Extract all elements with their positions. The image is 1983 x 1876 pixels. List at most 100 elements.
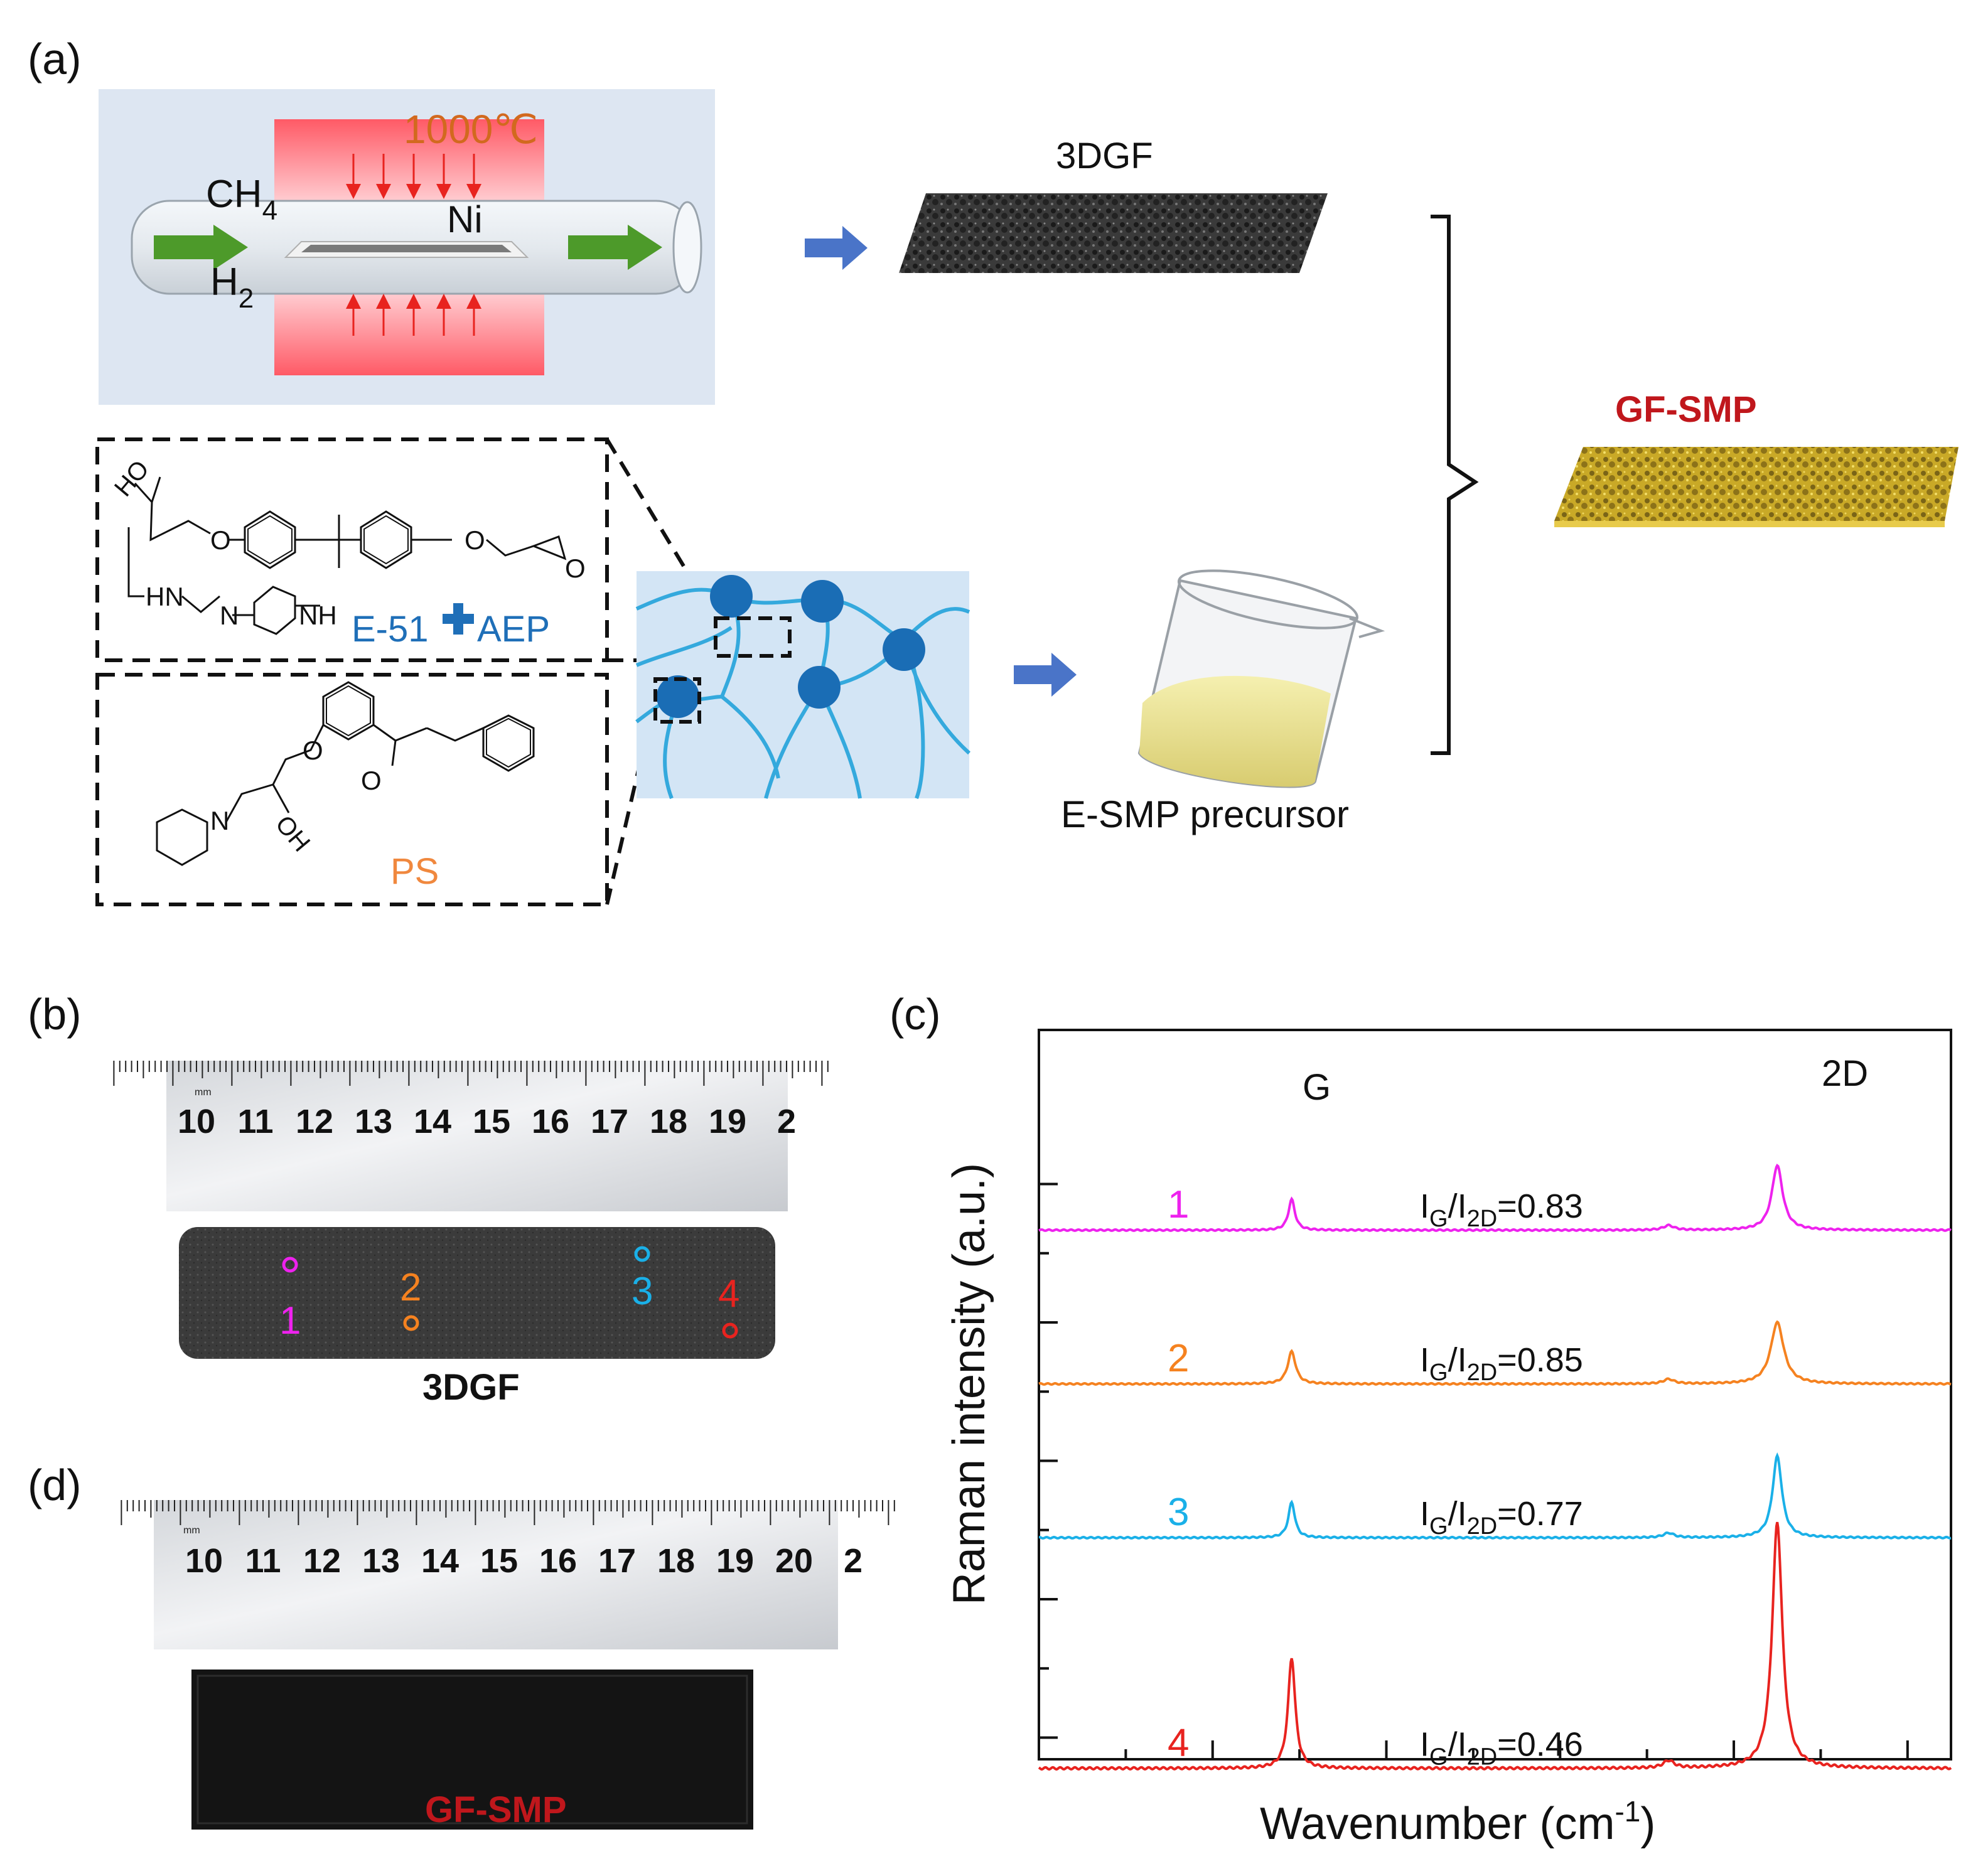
chart-frame	[1038, 1029, 1952, 1761]
2d-peak-label: 2D	[1822, 1053, 1868, 1094]
crosslink-node	[883, 628, 925, 671]
gf-smp-sample	[191, 1670, 753, 1830]
zoom-box-top	[714, 616, 792, 658]
ruler-number: 10	[178, 1103, 215, 1140]
o-label-epoxide: O	[565, 554, 586, 583]
chart-labels: 1 IG/I2D=0.83 2 IG/I2D=0.85 3 IG/I2D=0.77 4 IG/…	[1168, 1183, 1583, 1771]
3dgf-photo-caption: 3DGF	[422, 1367, 520, 1408]
3dgf-title: 3DGF	[1056, 136, 1153, 176]
combination-brace	[1431, 215, 1479, 755]
crosslink-node	[801, 580, 844, 623]
g-peak-label: G	[1303, 1067, 1331, 1108]
gf-smp-photo-caption: GF-SMP	[425, 1789, 567, 1830]
ruler-number: 2	[844, 1542, 863, 1580]
crosslink-node	[657, 675, 699, 718]
x-axis-label: Wavenumber (cm-1)	[1260, 1795, 1655, 1849]
ni-label: Ni	[447, 198, 483, 240]
spot-label-1: 1	[279, 1299, 301, 1343]
series-label-4: 4	[1168, 1722, 1189, 1765]
tube-end	[672, 201, 702, 294]
ruler-d-unit: mm	[183, 1525, 200, 1536]
monomer-structures: HO O O O HN N NH E-51 AEP O O N OH	[95, 437, 609, 906]
ruler-number: 12	[303, 1542, 341, 1580]
ruler-number: 20	[775, 1542, 813, 1580]
raman-series-3	[1038, 1452, 1952, 1540]
3dgf-foam-block	[899, 193, 1328, 273]
raman-chart: 1 IG/I2D=0.83 2 IG/I2D=0.85 3 IG/I2D=0.77 4 IG/…	[944, 1029, 1952, 1849]
o-label-1: O	[210, 525, 231, 555]
precursor-label: E-SMP precursor	[1061, 793, 1349, 835]
beaker-icon	[1137, 569, 1385, 788]
ruler-number: 2	[777, 1103, 796, 1140]
cvd-furnace-illustration: 1000℃ CH4 H2 Ni	[99, 89, 715, 405]
hn-label: HN	[146, 582, 184, 611]
series-label-3: 3	[1168, 1491, 1189, 1534]
spot-label-4: 4	[718, 1272, 739, 1316]
gf-smp-edge	[1554, 521, 1945, 527]
ch4-label: CH4	[206, 173, 277, 226]
ps-label: PS	[390, 851, 439, 892]
ruler-number: 16	[532, 1103, 569, 1140]
temperature-label: 1000℃	[404, 107, 538, 152]
gf-smp-title: GF-SMP	[1615, 389, 1757, 430]
ruler-number: 16	[539, 1542, 577, 1580]
o-label-ps-ketone: O	[361, 766, 382, 795]
3dgf-sample	[179, 1227, 775, 1359]
panel-label-d: (d)	[28, 1461, 82, 1509]
zoom-box-bottom	[653, 677, 701, 724]
ruler-number: 14	[414, 1103, 451, 1140]
ratio-label-3: IG/I2D=0.77	[1420, 1495, 1583, 1540]
h2-label: H2	[210, 260, 254, 314]
spot-marker-3	[634, 1246, 650, 1262]
chart-ticks	[1039, 1182, 1909, 1759]
raman-series-2	[1038, 1320, 1952, 1386]
ruler-number: 19	[716, 1542, 754, 1580]
e51-label: E-51	[352, 609, 429, 650]
panel-label-a: (a)	[28, 35, 82, 83]
crosslink-node	[710, 575, 753, 618]
oh-label: OH	[270, 810, 315, 857]
gas-outlet-arrow	[568, 225, 662, 270]
ruler-b	[166, 1061, 788, 1211]
arrow-to-beaker	[1014, 653, 1077, 697]
ratio-label-4: IG/I2D=0.46	[1420, 1726, 1583, 1771]
ps-structure	[156, 681, 535, 866]
spot-label-3: 3	[631, 1270, 653, 1313]
ps-box	[95, 673, 609, 906]
ruler-number: 17	[591, 1103, 628, 1140]
ruler-b-unit: mm	[195, 1087, 212, 1098]
epoxy-box	[95, 437, 609, 662]
gf-smp-sample-sheen	[196, 1675, 748, 1825]
ruler-number: 17	[598, 1542, 636, 1580]
y-axis-label: Raman intensity (a.u.)	[944, 1163, 994, 1605]
o-label-2: O	[465, 525, 485, 555]
n-label: N	[220, 601, 239, 630]
ni-foam-sample	[301, 245, 512, 252]
ruler-number: 13	[362, 1542, 400, 1580]
ho-label: HO	[109, 455, 154, 501]
ratio-label-1: IG/I2D=0.83	[1420, 1187, 1583, 1232]
ruler-d	[154, 1500, 838, 1649]
photo-3dgf: 10 11 12 13 14 15 16 17 18 19 2 mm 1 2 3 4	[113, 1061, 829, 1359]
crosslink-node	[798, 666, 841, 709]
ruler-d-tick-marks	[121, 1500, 895, 1525]
gf-smp-foam	[1554, 447, 1959, 521]
series-label-1: 1	[1168, 1183, 1189, 1226]
series-label-2: 2	[1168, 1337, 1189, 1380]
nh-label: NH	[299, 601, 337, 630]
ratio-label-2: IG/I2D=0.85	[1420, 1341, 1583, 1386]
aep-label: AEP	[477, 609, 550, 650]
photo-gf-smp: 10 11 12 13 14 15 16 17 18 19 20 2 mm	[121, 1487, 895, 1876]
gf-smp-block	[1554, 447, 1959, 527]
ruler-number: 12	[296, 1103, 333, 1140]
ruler-number: 14	[421, 1542, 459, 1580]
ruler-number: 13	[355, 1103, 392, 1140]
raman-series-4	[1038, 1521, 1952, 1771]
ruler-number: 15	[473, 1103, 510, 1140]
panel-label-b: (b)	[28, 990, 82, 1039]
ruler-number: 10	[185, 1542, 223, 1580]
polymer-network	[605, 438, 971, 905]
ruler-number: 18	[657, 1542, 695, 1580]
